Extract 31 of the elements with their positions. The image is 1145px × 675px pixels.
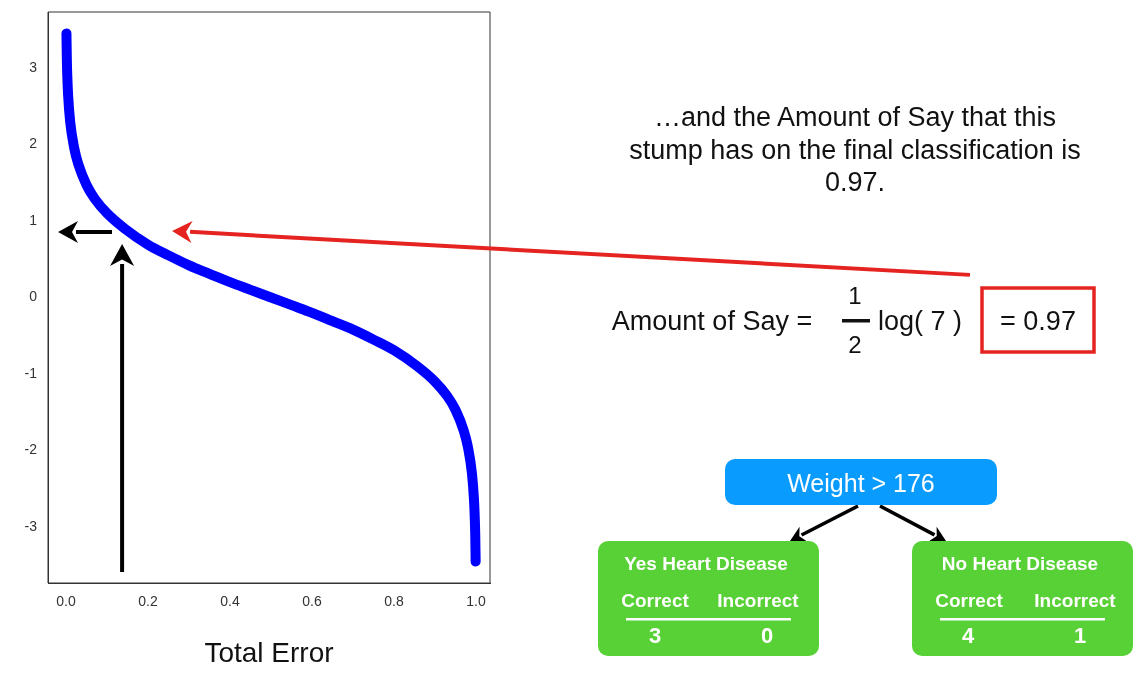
text: Weight > 176: [787, 468, 935, 498]
text: Amount of Say =: [611, 304, 813, 338]
x-tick-label: 1.0: [466, 593, 486, 610]
text: …and the Amount of Say that this stump has on the final classification is 0.97.: [628, 101, 1082, 199]
text: Incorrect: [717, 589, 799, 613]
text: 2: [848, 330, 862, 360]
x-tick-label: 0.4: [220, 593, 240, 610]
text: 0: [760, 622, 774, 650]
text: Incorrect: [1034, 589, 1116, 613]
text: Correct: [935, 589, 1003, 613]
x-tick-label: 0.2: [138, 593, 158, 610]
y-tick-label: 2: [29, 135, 38, 152]
x-tick-label: 0.6: [302, 593, 322, 610]
text: 1: [848, 281, 862, 311]
text: = 0.97: [1000, 304, 1076, 338]
text: Correct: [621, 589, 689, 613]
text: 1: [1073, 622, 1087, 650]
text: log( 7 ): [877, 304, 963, 338]
y-tick-label: 0: [29, 288, 38, 305]
text: Yes Heart Disease: [624, 552, 788, 576]
y-tick-label: 1: [29, 211, 38, 228]
x-axis-title: Total Error: [204, 636, 334, 668]
y-tick-label: -3: [24, 517, 38, 534]
x-tick-label: 0.0: [56, 593, 76, 610]
y-tick-label: 3: [29, 58, 38, 75]
x-tick-label: 0.8: [384, 593, 404, 610]
text: 3: [648, 622, 662, 650]
text: No Heart Disease: [941, 552, 1099, 576]
y-tick-label: -2: [24, 441, 38, 458]
text: 4: [961, 622, 975, 650]
y-tick-label: -1: [24, 364, 38, 381]
